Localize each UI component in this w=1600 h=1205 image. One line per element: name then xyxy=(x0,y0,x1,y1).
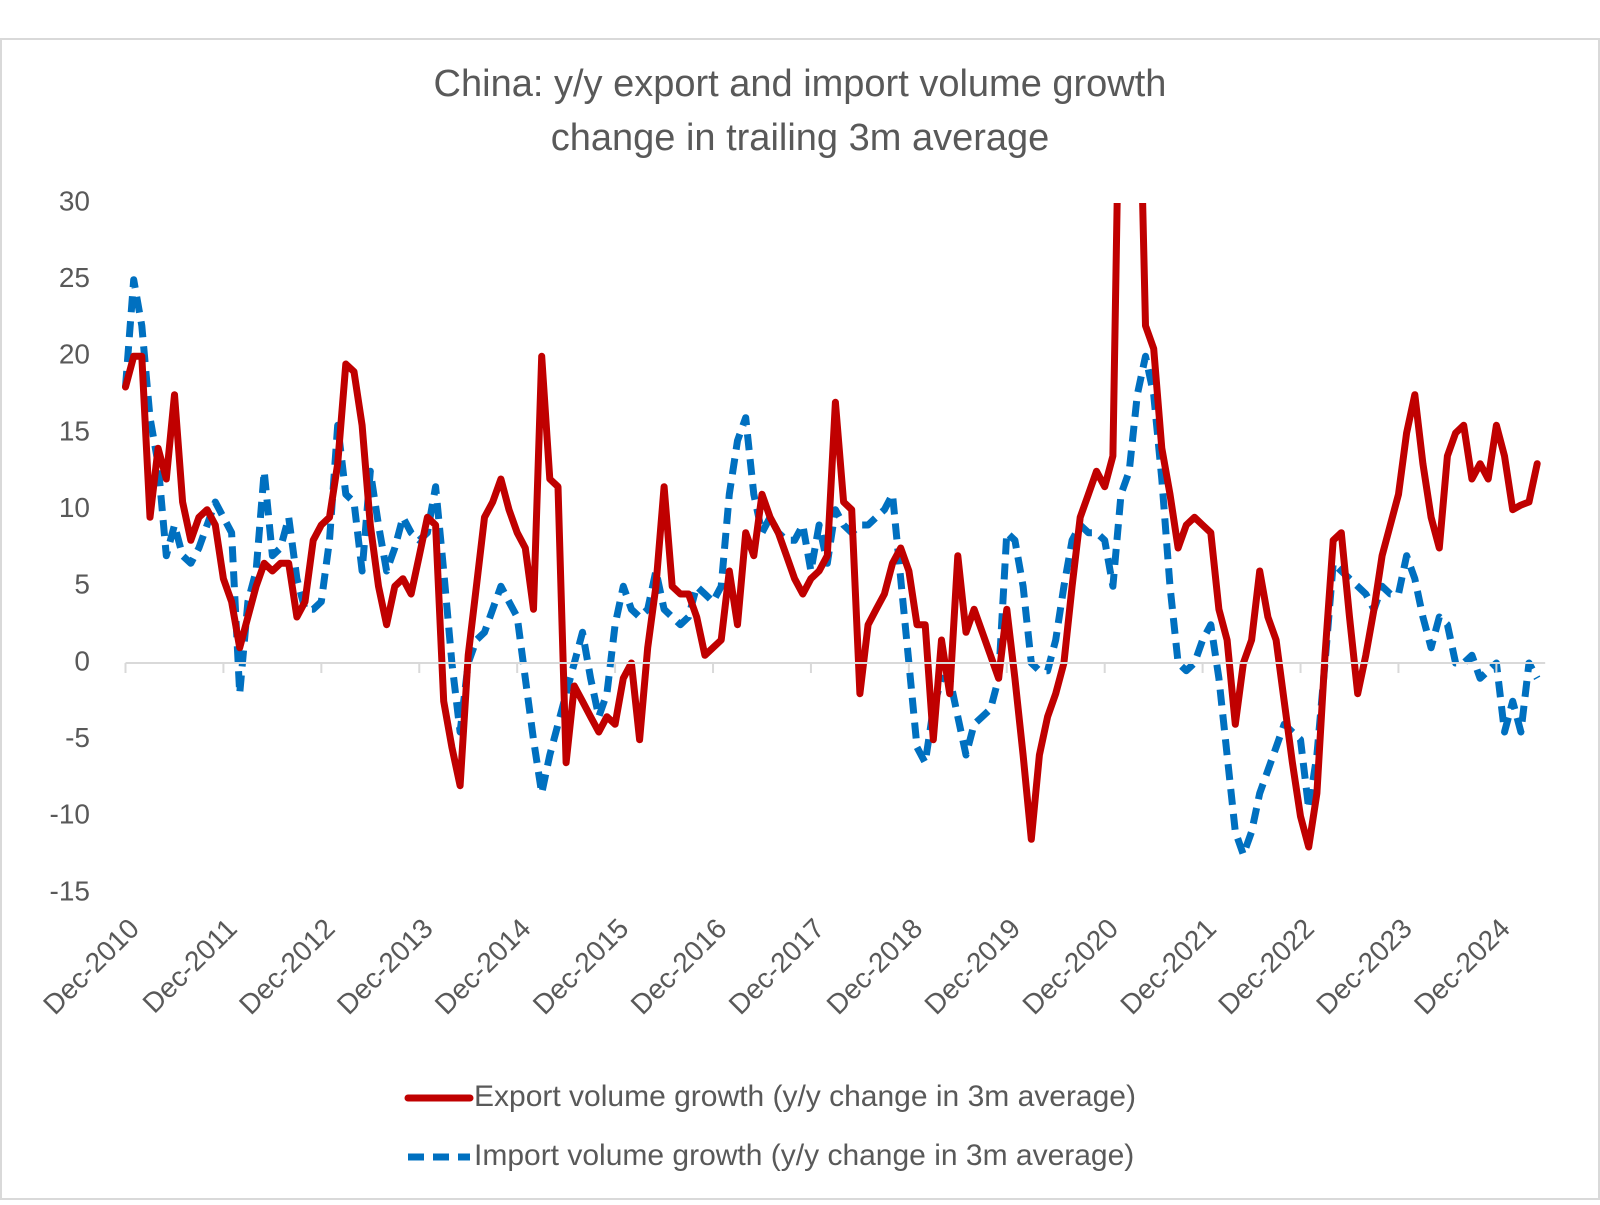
plot-area xyxy=(122,203,1541,859)
legend-label: Export volume growth (y/y change in 3m a… xyxy=(474,1080,1136,1113)
legend-label: Import volume growth (y/y change in 3m a… xyxy=(474,1139,1134,1172)
chart-subtitle: change in trailing 3m average xyxy=(551,117,1050,159)
y-tick-label: 5 xyxy=(74,569,90,600)
y-tick-label: -5 xyxy=(65,722,90,753)
chart-title: China: y/y export and import volume grow… xyxy=(434,63,1167,105)
y-tick-label: 15 xyxy=(59,415,90,446)
y-tick-label: 25 xyxy=(59,262,90,293)
y-tick-label: 20 xyxy=(59,339,90,370)
series-line xyxy=(122,203,1541,851)
y-tick-label: 0 xyxy=(74,645,90,676)
y-tick-label: -10 xyxy=(50,799,90,830)
y-tick-label: 30 xyxy=(59,185,90,216)
y-tick-label: -15 xyxy=(50,875,90,906)
chart-frame xyxy=(0,38,1600,1200)
y-tick-label: 10 xyxy=(59,492,90,523)
